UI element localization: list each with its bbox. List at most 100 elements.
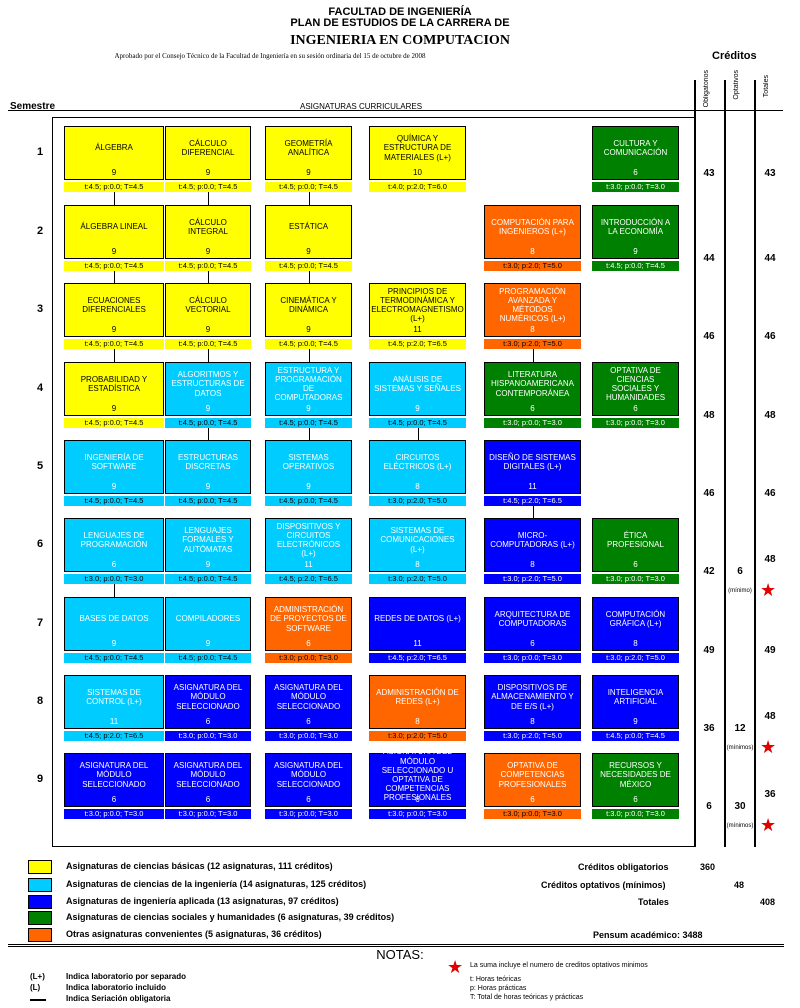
oblig-credits: 46: [703, 488, 715, 499]
total-credits: 48: [764, 554, 776, 565]
course-hours: t:4.5; p:0.0; T=4.5: [592, 731, 679, 741]
course-credits: 8: [415, 481, 420, 491]
course-hours: t:3.0; p:2.0; T=5.0: [484, 261, 581, 271]
course-hours: t:4.5; p:0.0; T=4.5: [165, 339, 251, 349]
star-icon: ★: [760, 815, 777, 835]
note-seriation-text: Indica Seriación obligatoria: [66, 994, 171, 1003]
course-credits: 9: [633, 246, 638, 256]
course-hours: t:4.5; p:0.0; T=4.5: [165, 261, 251, 271]
course-credits: 6: [306, 716, 311, 726]
oblig-credits: 48: [703, 410, 715, 421]
course-credits: 9: [111, 246, 117, 256]
course-name: CÁLCULO INTEGRAL: [187, 217, 228, 236]
legend-text: Asignaturas de ciencias básicas (12 asig…: [66, 861, 333, 871]
course-name: ECUACIONES DIFERENCIALES: [82, 295, 146, 314]
course-hours: t:3.0; p:0.0; T=3.0: [484, 653, 581, 663]
course-card: ASIGNATURA DEL MÓDULO SELECCIONADO 6: [165, 753, 251, 807]
course-credits: 6: [633, 403, 638, 413]
faculty-title: FACULTAD DE INGENIERÍA: [328, 6, 472, 18]
course-name: ADMINISTRACIÓN DE PROYECTOS DE SOFTWARE: [270, 605, 347, 633]
course-hours: t:4.5; p:0.0; T=4.5: [265, 418, 352, 428]
course-hours: t:3.0; p:0.0; T=3.0: [64, 574, 164, 584]
course-hours: t:3.0; p:0.0; T=3.0: [592, 809, 679, 819]
course-hours: t:3.0; p:0.0; T=3.0: [165, 731, 251, 741]
semester-number: 1: [36, 146, 44, 158]
course-card: DISPOSITIVOS Y CIRCUITOS ELECTRÓNICOS (L…: [265, 518, 352, 572]
course-credits: 9: [306, 403, 311, 413]
course-credits: 11: [304, 559, 313, 569]
course-name: CINEMÁTICA Y DINÁMICA: [280, 295, 337, 314]
col-optativos-header: Optativos: [733, 70, 740, 100]
course-hours: t:3.0; p:0.0; T=3.0: [592, 182, 679, 192]
course-card: ALGORITMOS Y ESTRUCTURAS DE DATOS 9: [165, 362, 251, 416]
notes-divider-top: [8, 944, 784, 945]
curriculum-frame: [52, 117, 695, 847]
course-card: ASIGNATURA DEL MÓDULO SELECCIONADO 6: [265, 675, 352, 729]
course-credits: 6: [633, 167, 638, 177]
course-credits: 8: [530, 324, 535, 334]
course-card: ASIGNATURA DEL MÓDULO SELECCIONADO 6: [265, 753, 352, 807]
notes-divider-bottom: [8, 946, 784, 947]
star-icon: ★: [760, 737, 777, 757]
course-hours: t:3.0; p:0.0; T=3.0: [265, 731, 352, 741]
summary-opt-label: Créditos optativos (mínimos): [541, 880, 666, 890]
course-hours: t:3.0; p:0.0; T=3.0: [265, 809, 352, 819]
note-lab-separate-text: Indica laboratorio por separado: [66, 972, 187, 981]
course-card: MICRO-COMPUTADORAS (L+) 8: [484, 518, 581, 572]
course-hours: t:3.0; p:2.0; T=5.0: [369, 496, 466, 506]
course-hours: t:4.5; p:0.0; T=4.5: [165, 418, 251, 428]
course-hours: t:3.0; p:2.0; T=5.0: [484, 574, 581, 584]
course-credits: 9: [205, 638, 211, 648]
course-credits: 6: [415, 794, 420, 804]
course-credits: 6: [530, 403, 535, 413]
course-hours: t:4.5; p:2.0; T=6.5: [484, 496, 581, 506]
note-lab-included-symbol: (L): [30, 983, 41, 992]
course-hours: t:3.0; p:0.0; T=3.0: [592, 574, 679, 584]
course-credits: 9: [111, 167, 117, 177]
course-name: CÁLCULO VECTORIAL: [185, 295, 231, 314]
seriation-line: [114, 192, 115, 205]
course-card: ESTRUCTURAS DISCRETAS 9: [165, 440, 251, 494]
course-credits: 11: [528, 481, 537, 491]
course-card: COMPILADORES 9: [165, 597, 251, 651]
course-hours: t:4.5; p:0.0; T=4.5: [265, 261, 352, 271]
note-star-text: La suma incluye el numero de creditos op…: [470, 962, 648, 969]
course-card: DISEÑO DE SISTEMAS DIGITALES (L+) 11: [484, 440, 581, 494]
legend-swatch: [28, 878, 52, 892]
course-name: COMPUTACIÓN PARA INGENIEROS (L+): [491, 217, 574, 236]
course-hours: t:4.5; p:2.0; T=6.5: [265, 574, 352, 584]
course-credits: 9: [306, 246, 311, 256]
career-title: INGENIERIA EN COMPUTACION: [290, 33, 510, 48]
course-credits: 11: [413, 324, 422, 334]
semester-number: 4: [36, 382, 44, 394]
course-card: COMPUTACIÓN PARA INGENIEROS (L+) 8: [484, 205, 581, 259]
legend-text: Otras asignaturas convenientes (5 asigna…: [66, 929, 322, 939]
course-credits: 9: [633, 716, 638, 726]
oblig-credits: 46: [703, 331, 715, 342]
course-credits: 9: [111, 324, 117, 334]
course-hours: t:4.5; p:0.0; T=4.5: [64, 653, 164, 663]
course-card: LENGUAJES DE PROGRAMACIÓN 6: [64, 518, 164, 572]
course-credits: 8: [415, 559, 420, 569]
course-credits: 11: [109, 716, 119, 726]
course-credits: 8: [530, 246, 535, 256]
course-credits: 9: [306, 481, 311, 491]
course-name: DISPOSITIVOS DE ALMACENAMIENTO Y DE E/S …: [491, 683, 574, 711]
course-name: ÁLGEBRA: [95, 143, 133, 153]
course-credits: 6: [111, 559, 117, 569]
course-credits: 9: [111, 638, 117, 648]
semester-number: 3: [36, 303, 44, 315]
summary-oblig-label: Créditos obligatorios: [578, 862, 669, 872]
seriation-line: [208, 192, 209, 205]
course-name: INGENIERÍA DE SOFTWARE: [84, 452, 144, 471]
course-card: INTRODUCCIÓN A LA ECONOMÍA 9: [592, 205, 679, 259]
course-name: PROBABILIDAD Y ESTADÍSTICA: [80, 374, 148, 393]
pensum: Pensum académico: 3488: [593, 930, 703, 940]
star-icon: ★: [760, 580, 777, 600]
course-name: COMPILADORES: [175, 614, 241, 624]
semester-heading: Semestre: [10, 101, 56, 112]
course-card: INGENIERÍA DE SOFTWARE 9: [64, 440, 164, 494]
col-totales-header: Totales: [763, 75, 770, 98]
seriation-line-icon: [30, 999, 46, 1001]
course-card: ADMINISTRACIÓN DE REDES (L+) 8: [369, 675, 466, 729]
